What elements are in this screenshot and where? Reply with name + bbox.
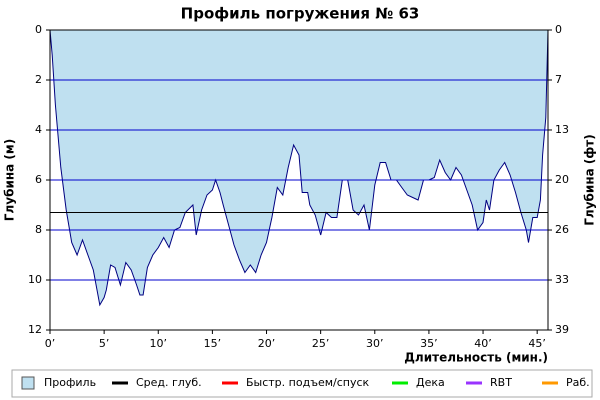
y2-tick-label: 7 <box>555 73 562 86</box>
x-tick-label: 25’ <box>312 337 330 350</box>
legend-label: Сред. глуб. <box>136 376 202 389</box>
y2-tick-label: 13 <box>555 123 569 136</box>
x-axis-label: Длительность (мин.) <box>404 351 548 365</box>
y2-tick-label: 33 <box>555 273 569 286</box>
legend-box <box>11 369 593 398</box>
y-tick-label: 6 <box>35 173 42 186</box>
y-axis-label: Глубина (м) <box>3 139 17 221</box>
y-tick-label: 2 <box>35 73 42 86</box>
y-tick-label: 12 <box>28 323 42 336</box>
y2-tick-label: 20 <box>555 173 569 186</box>
legend-swatch <box>21 376 35 390</box>
y2-axis-label: Глубина (фт) <box>583 134 597 225</box>
legend-label: Быстр. подъем/спуск <box>246 376 370 389</box>
legend-label: Раб. <box>566 376 590 389</box>
x-tick-label: 10’ <box>150 337 168 350</box>
x-tick-label: 30’ <box>366 337 384 350</box>
x-tick-label: 15’ <box>204 337 222 350</box>
legend-label: RBT <box>490 376 512 389</box>
legend-label: Дека <box>416 376 445 389</box>
y-tick-label: 8 <box>35 223 42 236</box>
profile-area <box>49 29 549 307</box>
y2-tick-label: 26 <box>555 223 569 236</box>
y2-tick-label: 39 <box>555 323 569 336</box>
x-tick-label: 5’ <box>99 337 110 350</box>
x-tick-label: 45’ <box>528 337 546 350</box>
x-tick-label: 0’ <box>45 337 56 350</box>
y-tick-label: 10 <box>28 273 42 286</box>
y-tick-label: 4 <box>35 123 42 136</box>
y2-tick-label: 0 <box>555 23 562 36</box>
x-tick-label: 35’ <box>420 337 438 350</box>
x-tick-label: 20’ <box>258 337 276 350</box>
legend-label: Профиль <box>44 376 96 389</box>
chart-title: Профиль погружения № 63 <box>181 5 420 23</box>
x-tick-label: 40’ <box>474 337 492 350</box>
y-tick-label: 0 <box>35 23 42 36</box>
